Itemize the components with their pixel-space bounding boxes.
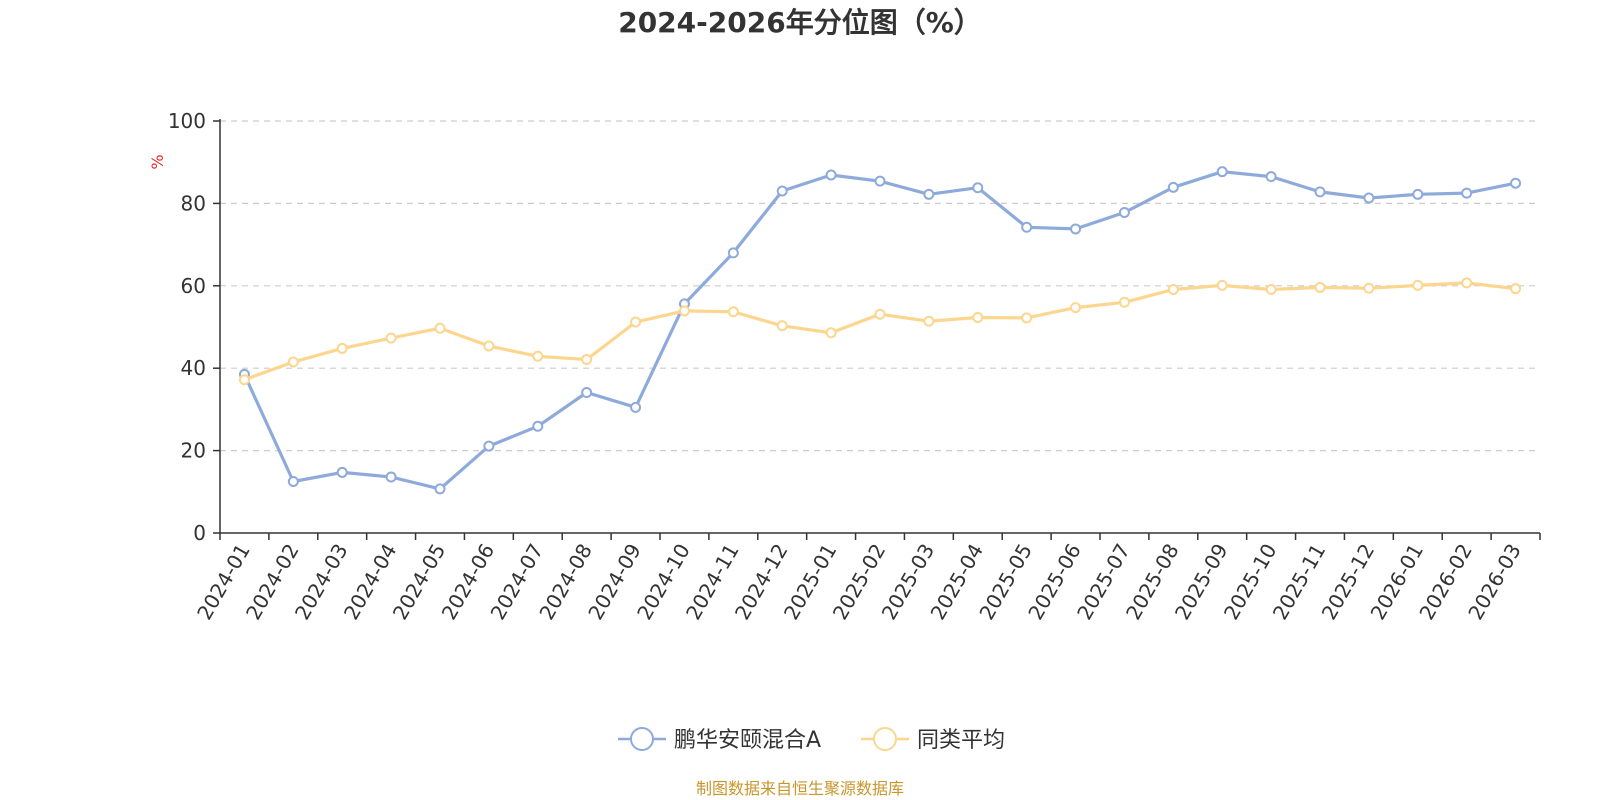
data-point xyxy=(1216,279,1228,291)
data-point xyxy=(483,340,495,352)
data-point xyxy=(483,440,495,452)
data-point xyxy=(1118,206,1130,218)
data-point xyxy=(385,332,397,344)
y-tick-label: 80 xyxy=(181,191,206,215)
data-point xyxy=(1363,282,1375,294)
legend-item-2[interactable]: 同类平均 xyxy=(861,727,1005,753)
series-lines xyxy=(238,166,1522,495)
y-tick-label: 20 xyxy=(181,439,206,463)
data-point xyxy=(1412,279,1424,291)
data-point xyxy=(1265,171,1277,183)
data-point xyxy=(727,247,739,259)
data-point xyxy=(1510,283,1522,295)
series-line xyxy=(243,281,1516,382)
data-point xyxy=(630,401,642,413)
legend-item-1[interactable]: 鹏华安颐混合A xyxy=(618,727,821,753)
data-point xyxy=(923,188,935,200)
data-point xyxy=(238,374,250,386)
y-axis-unit-label: % xyxy=(148,154,167,169)
y-tick-label: 40 xyxy=(181,356,206,380)
series-2 xyxy=(238,277,1522,386)
data-point xyxy=(1412,188,1424,200)
data-point xyxy=(336,466,348,478)
data-point xyxy=(874,175,886,187)
data-point xyxy=(1167,284,1179,296)
data-point xyxy=(972,182,984,194)
data-point xyxy=(1118,296,1130,308)
data-point xyxy=(434,483,446,495)
data-point xyxy=(336,342,348,354)
data-point xyxy=(385,471,397,483)
data-point xyxy=(874,308,886,320)
data-point xyxy=(287,476,299,487)
data-point xyxy=(1070,302,1082,314)
data-point xyxy=(1070,223,1082,235)
data-source-note: 制图数据来自恒生聚源数据库 xyxy=(696,779,904,798)
data-point xyxy=(1510,177,1522,189)
y-tick-label: 100 xyxy=(168,109,206,133)
data-point xyxy=(825,169,837,181)
grid-lines xyxy=(220,120,1540,452)
data-point xyxy=(1461,187,1473,199)
data-point xyxy=(1461,277,1473,289)
axes: 0204060801002024-012024-022024-032024-04… xyxy=(168,109,1541,624)
data-point xyxy=(1167,181,1179,193)
data-point xyxy=(776,320,788,332)
data-point xyxy=(1363,192,1375,204)
data-point xyxy=(1314,281,1326,293)
data-point xyxy=(581,387,593,399)
data-point xyxy=(287,356,299,368)
data-point xyxy=(1021,312,1033,324)
data-point xyxy=(434,322,446,334)
data-point xyxy=(1314,186,1326,198)
data-point xyxy=(630,316,642,328)
data-point xyxy=(923,315,935,327)
data-point xyxy=(581,354,593,366)
data-point xyxy=(678,305,690,317)
chart-title: 2024-2026年分位图（%） xyxy=(618,6,982,39)
y-tick-label: 0 xyxy=(193,521,206,545)
legend[interactable]: 鹏华安颐混合A 同类平均 xyxy=(618,727,1005,753)
data-point xyxy=(776,185,788,197)
legend-label: 同类平均 xyxy=(917,728,1005,753)
y-tick-label: 60 xyxy=(181,274,206,298)
data-point xyxy=(532,350,544,362)
data-point xyxy=(1216,166,1228,178)
legend-marker xyxy=(630,727,654,751)
legend-label: 鹏华安颐混合A xyxy=(674,728,821,753)
data-point xyxy=(532,420,544,432)
data-point xyxy=(825,327,837,339)
data-point xyxy=(1265,284,1277,296)
data-point xyxy=(972,312,984,324)
data-point xyxy=(727,306,739,318)
data-point xyxy=(1021,221,1033,233)
legend-marker xyxy=(873,727,897,751)
